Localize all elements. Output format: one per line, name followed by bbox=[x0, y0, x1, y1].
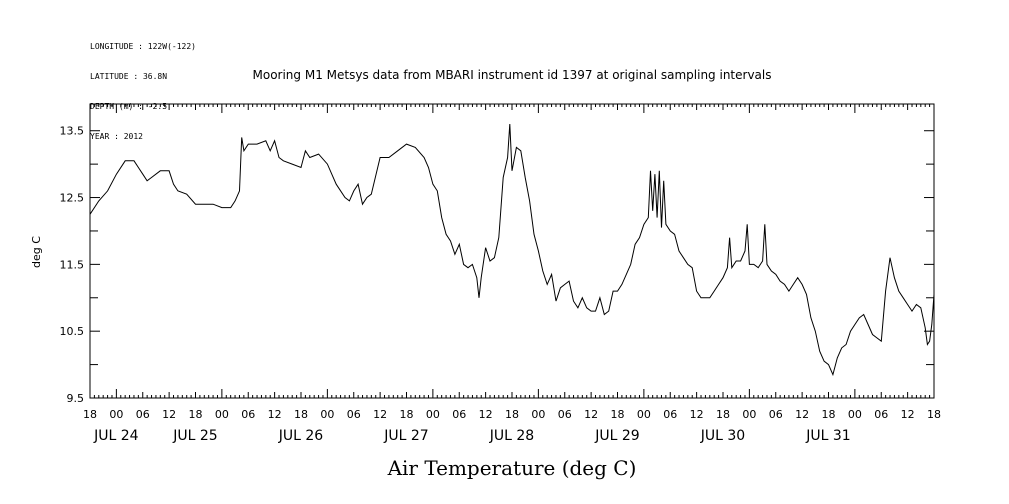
x-hour-label: 06 bbox=[241, 408, 255, 421]
x-hour-label: 00 bbox=[742, 408, 756, 421]
x-axis-label: Air Temperature (deg C) bbox=[387, 456, 637, 480]
x-hour-label: 18 bbox=[400, 408, 414, 421]
x-day-label: JUL 27 bbox=[383, 428, 428, 444]
air-temperature-series-line bbox=[89, 123, 935, 377]
x-day-label: JUL 28 bbox=[489, 428, 534, 444]
x-hour-label: 18 bbox=[927, 408, 941, 421]
x-hour-label: 12 bbox=[901, 408, 915, 421]
y-tick-label: 12.5 bbox=[60, 192, 85, 205]
y-tick-label: 10.5 bbox=[60, 325, 85, 338]
y-axis-label: deg C bbox=[30, 236, 43, 268]
meta-longitude: LONGITUDE : 122W(-122) bbox=[90, 42, 196, 51]
x-day-label: JUL 24 bbox=[93, 428, 139, 444]
x-hour-label: 00 bbox=[109, 408, 123, 421]
y-tick-label: 13.5 bbox=[60, 125, 85, 138]
x-day-label: JUL 26 bbox=[278, 428, 324, 444]
x-hour-label: 18 bbox=[83, 408, 97, 421]
series-layer bbox=[89, 123, 935, 377]
x-hour-label: 12 bbox=[268, 408, 282, 421]
x-hour-label: 06 bbox=[452, 408, 466, 421]
x-axis: 18 00 06 12 18 00 06 12 18 00 06 12 18 00 06 12 18 00 06 12… bbox=[83, 104, 941, 444]
x-hour-label: 06 bbox=[136, 408, 150, 421]
x-hour-label: 12 bbox=[584, 408, 598, 421]
x-hour-label: 06 bbox=[874, 408, 888, 421]
chart-title: Mooring M1 Metsys data from MBARI instru… bbox=[253, 68, 772, 82]
x-hour-label: 18 bbox=[822, 408, 836, 421]
x-hour-label: 12 bbox=[162, 408, 176, 421]
x-hour-label: 00 bbox=[215, 408, 229, 421]
x-hour-label: 00 bbox=[637, 408, 651, 421]
x-hour-label: 06 bbox=[663, 408, 677, 421]
x-hour-label: 00 bbox=[320, 408, 334, 421]
x-day-label: JUL 30 bbox=[700, 428, 745, 444]
y-tick-label: 11.5 bbox=[60, 258, 85, 271]
x-hour-label: 18 bbox=[189, 408, 203, 421]
x-hour-label: 12 bbox=[373, 408, 387, 421]
x-hour-label: 00 bbox=[848, 408, 862, 421]
x-hour-label: 00 bbox=[531, 408, 545, 421]
x-hour-label: 18 bbox=[294, 408, 308, 421]
x-hour-label: 06 bbox=[558, 408, 572, 421]
x-hour-label: 18 bbox=[611, 408, 625, 421]
meta-year: YEAR : 2012 bbox=[90, 132, 143, 141]
x-hour-label: 00 bbox=[426, 408, 440, 421]
x-hour-label: 06 bbox=[769, 408, 783, 421]
x-day-label: JUL 25 bbox=[172, 428, 217, 444]
y-axis: 9.5 10.5 11.5 12.5 13.5 bbox=[60, 125, 934, 405]
y-tick-label: 9.5 bbox=[67, 392, 85, 405]
x-day-label: JUL 31 bbox=[805, 428, 850, 444]
x-day-label: JUL 29 bbox=[594, 428, 639, 444]
x-hour-label: 12 bbox=[690, 408, 704, 421]
metadata-block: LONGITUDE : 122W(-122) LATITUDE : 36.8N … bbox=[90, 22, 196, 152]
x-hour-label: 06 bbox=[347, 408, 361, 421]
x-hour-label: 18 bbox=[505, 408, 519, 421]
meta-latitude: LATITUDE : 36.8N bbox=[90, 72, 168, 81]
plot-frame bbox=[89, 103, 935, 399]
x-hour-label: 12 bbox=[479, 408, 493, 421]
x-hour-label: 12 bbox=[795, 408, 809, 421]
x-hour-label: 18 bbox=[716, 408, 730, 421]
meta-depth: DEPTH (m) : -2.5 bbox=[90, 102, 168, 111]
